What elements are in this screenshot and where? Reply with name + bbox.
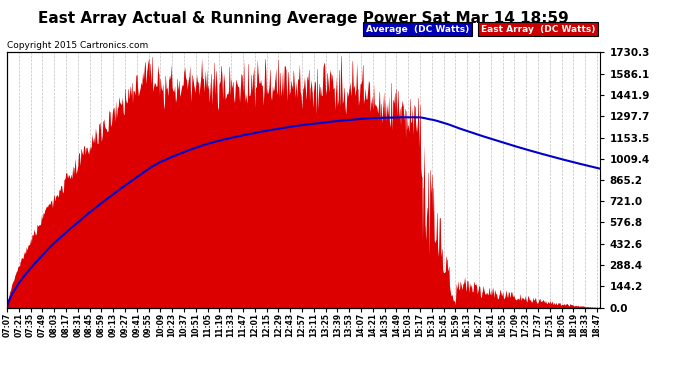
Text: East Array Actual & Running Average Power Sat Mar 14 18:59: East Array Actual & Running Average Powe… <box>38 11 569 26</box>
Text: Average  (DC Watts): Average (DC Watts) <box>366 25 469 34</box>
Text: East Array  (DC Watts): East Array (DC Watts) <box>481 25 595 34</box>
Text: Copyright 2015 Cartronics.com: Copyright 2015 Cartronics.com <box>7 41 148 50</box>
